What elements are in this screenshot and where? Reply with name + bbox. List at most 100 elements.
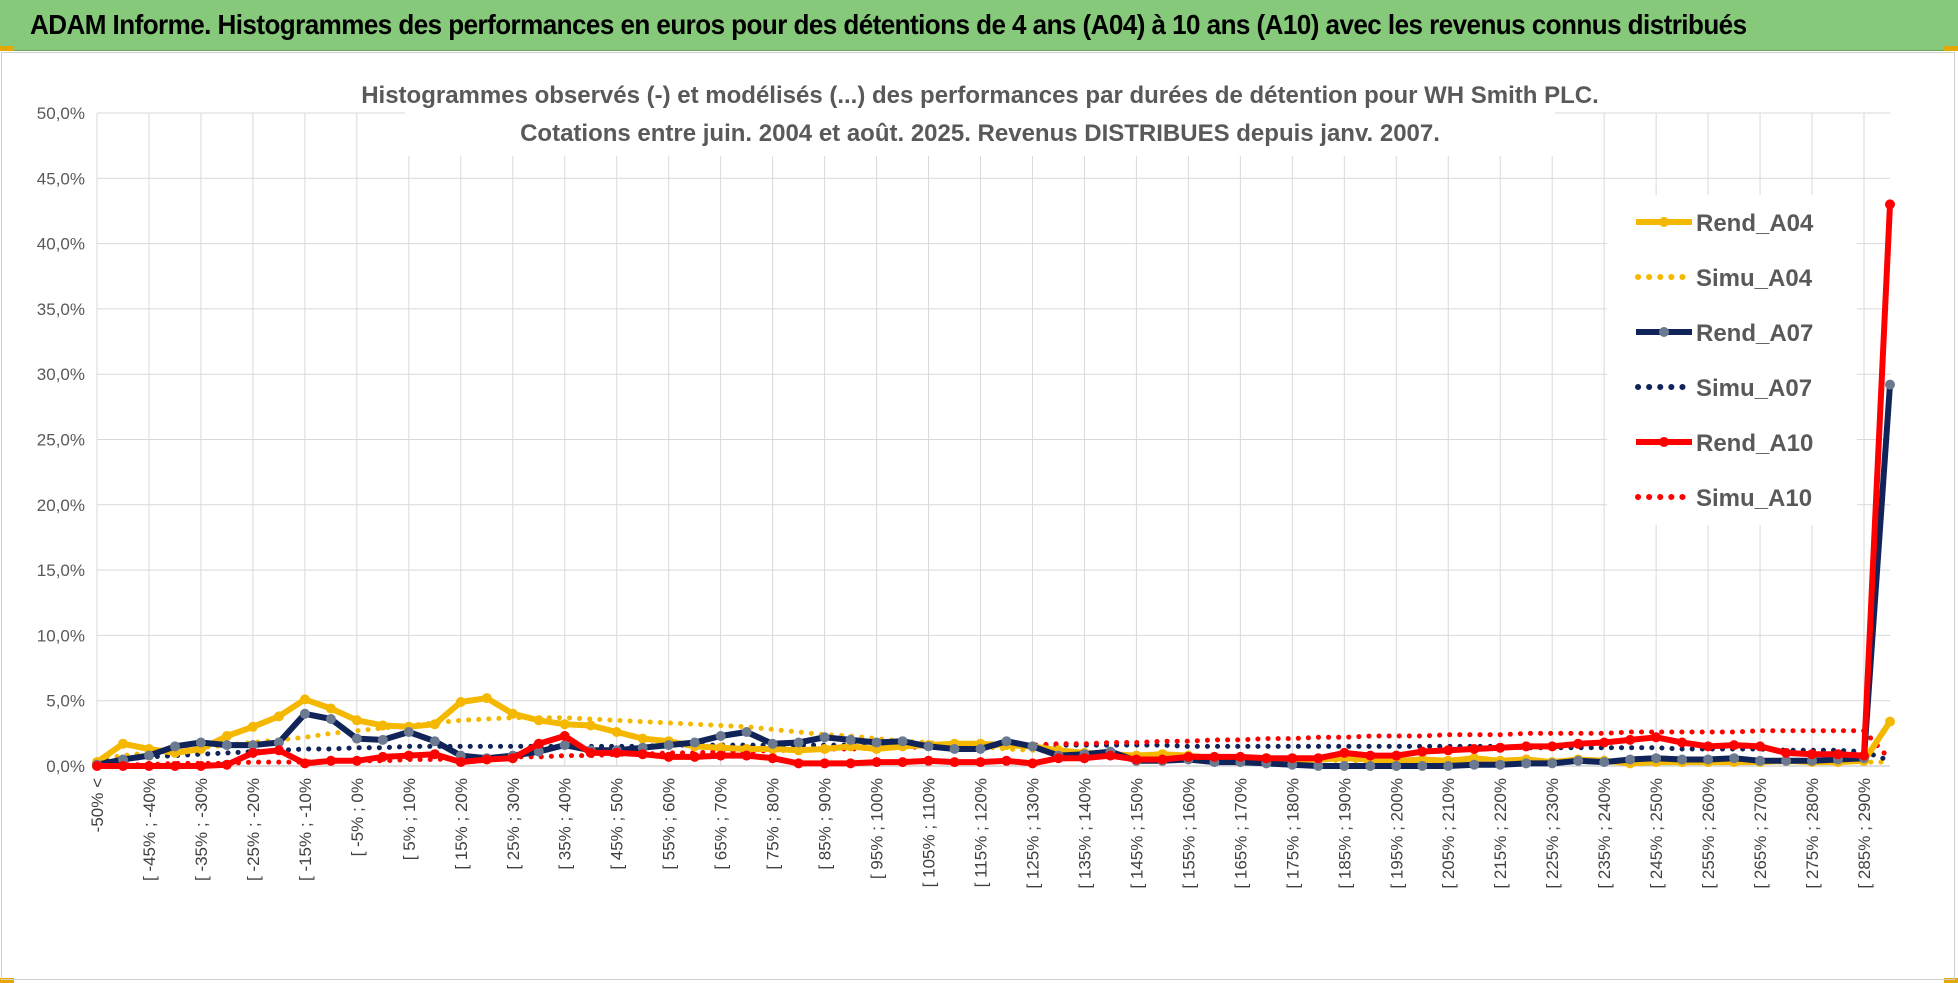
data-point [1547,758,1558,769]
data-point [871,737,882,748]
series-line-rend_a07 [94,381,1893,769]
y-tick-label: 35,0% [37,300,85,319]
data-point [377,751,388,762]
data-point [377,734,388,745]
data-point [1287,753,1298,764]
x-tick-label: [ 25% ; 30% [504,778,523,870]
data-point [1677,737,1688,748]
data-point [429,736,440,747]
x-tick-label: [ 275% ; 280% [1803,778,1822,889]
x-tick-label: [ -25% ; -20% [244,778,263,881]
data-point [455,697,466,707]
x-tick-label: [ 5% ; 10% [400,778,419,860]
y-tick-label: 30,0% [37,365,85,384]
data-point [1677,754,1688,765]
data-point [1885,716,1895,727]
data-point [1703,741,1714,752]
data-point [1703,754,1714,765]
x-axis: -50% < [ -45% ; -40% [ -35% ; -30% [ -25% ;… [88,778,1874,889]
x-tick-label: [ 45% ; 50% [608,778,627,870]
x-tick-label: [ 255% ; 260% [1699,778,1718,889]
data-point [1625,754,1636,765]
data-point [1885,379,1895,390]
legend-label: Rend_A07 [1696,320,1813,347]
y-tick-label: 15,0% [37,561,85,580]
series [92,199,1895,771]
data-point [1495,742,1506,753]
data-point [247,721,258,732]
data-point [767,738,778,749]
x-tick-label: [ 205% ; 210% [1439,778,1458,889]
data-point [975,744,986,754]
corner-mark-bottom-right [1944,978,1958,983]
data-point [1469,744,1480,754]
data-point [1573,755,1584,766]
data-point [325,703,336,714]
data-point [92,761,102,771]
data-point [715,731,726,741]
data-point [1183,751,1194,762]
x-tick-label: [ 115% ; 120% [972,778,991,887]
x-tick-label: [ 245% ; 250% [1647,778,1666,889]
data-point [299,758,310,769]
data-point [559,731,570,741]
y-tick-label: 25,0% [37,431,85,450]
data-point [1755,755,1766,766]
legend-background [1607,195,1857,525]
data-point [455,757,466,768]
data-point [1729,740,1740,751]
data-point [949,757,960,768]
x-tick-label: [ 285% ; 290% [1855,778,1874,889]
data-point [1235,751,1246,762]
y-tick-label: 45,0% [37,169,85,188]
data-point [819,744,830,754]
data-point [325,714,336,724]
data-point [1105,750,1116,761]
x-tick-label: [ 155% ; 160% [1179,778,1198,889]
data-point [1391,750,1402,761]
data-point [1391,761,1402,771]
data-point [1339,747,1350,758]
data-point [689,737,700,748]
legend-marker [1659,217,1669,227]
data-point [741,750,752,761]
x-tick-label: [ 175% ; 180% [1283,778,1302,889]
data-point [1053,753,1064,764]
title-background [405,74,1555,156]
data-point [1599,737,1610,748]
data-point [325,755,336,766]
data-point [1313,753,1324,764]
data-point [1443,745,1454,756]
grid [96,112,1890,767]
data-point [1859,750,1869,761]
data-point [273,737,284,748]
chart-frame [1,52,1955,980]
data-point [1209,751,1220,762]
data-point [1027,741,1038,752]
data-point [923,755,934,766]
data-point [1521,741,1532,752]
data-point [611,727,622,737]
data-point [1027,758,1038,769]
x-tick-label: [ -45% ; -40% [140,778,159,881]
data-point [1365,750,1376,761]
data-point [715,750,726,761]
data-point [403,750,414,761]
x-tick-label: [ 185% ; 190% [1335,778,1354,889]
data-point [1131,754,1142,765]
corner-mark-top-left [0,46,14,51]
data-point [819,732,830,743]
data-point [377,720,388,731]
chart-title-line-1: Histogrammes observés (-) et modélisés (… [361,82,1599,109]
x-tick-label: [ 195% ; 200% [1387,778,1406,889]
x-tick-label: [ 65% ; 70% [712,778,731,870]
data-point [481,693,492,704]
data-point [689,751,700,762]
data-point [585,747,596,758]
data-point [663,751,674,762]
data-point [1781,755,1792,766]
x-tick-label: [ 145% ; 150% [1127,778,1146,889]
chart-title-line-2: Cotations entre juin. 2004 et août. 2025… [520,120,1440,147]
data-point [1729,753,1740,764]
data-point [559,740,570,751]
